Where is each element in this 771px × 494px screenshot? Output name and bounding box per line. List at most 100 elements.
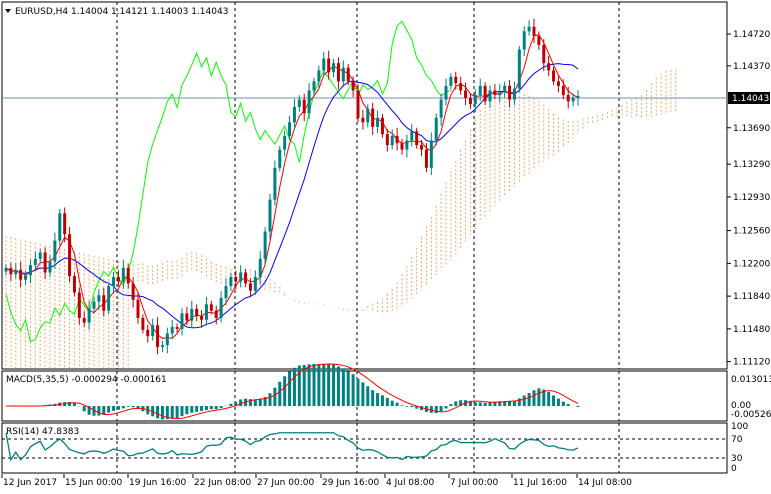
candle-body: [483, 85, 487, 102]
candle-body: [229, 277, 233, 287]
candle-body: [351, 81, 355, 91]
candle-body: [380, 117, 384, 135]
candle-body: [297, 99, 301, 107]
candle-body: [361, 117, 365, 123]
candle-body: [415, 131, 419, 146]
time-tick-label: 27 Jun 00:00: [257, 478, 314, 488]
symbol-title: EURUSD,H4 1.14004 1.14121 1.14003 1.1404…: [15, 7, 228, 17]
candle-body: [346, 67, 350, 82]
dropdown-triangle-icon[interactable]: [5, 9, 11, 13]
candle-body: [278, 149, 282, 168]
price-tick-label: 1.12930: [733, 193, 770, 203]
candle-body: [292, 106, 296, 123]
current-price-box: 1.14043: [728, 92, 770, 104]
candle-body: [429, 140, 433, 168]
candle-body: [532, 26, 536, 36]
candle-body: [454, 76, 458, 84]
candle-body: [522, 31, 526, 50]
candle-body: [244, 272, 248, 284]
candle-body: [14, 269, 18, 275]
candle-body: [219, 297, 223, 318]
candle-body: [542, 44, 546, 64]
candle-body: [102, 295, 106, 311]
candle-body: [126, 267, 130, 284]
macd-tick-min: -0.005265: [731, 410, 771, 420]
candle-body: [195, 308, 199, 317]
candle-body: [258, 258, 262, 277]
candle-body: [141, 317, 145, 330]
candle-body: [43, 252, 47, 273]
rsi-tick-0: 0: [731, 464, 737, 474]
tenkan-sen-line: [5, 34, 579, 339]
candle-body: [48, 261, 52, 273]
time-tick-label: 22 Jun 08:00: [194, 478, 251, 488]
time-tick-label: 4 Jul 08:00: [386, 478, 435, 488]
rsi-tick-100: 100: [731, 422, 748, 432]
candle-body: [77, 292, 81, 318]
candle-body: [332, 63, 336, 73]
candle-body: [464, 90, 468, 98]
candle-body: [327, 58, 331, 73]
candle-body: [33, 258, 37, 266]
candle-body: [503, 85, 507, 93]
candle-body: [527, 26, 531, 32]
candle-body: [112, 277, 116, 287]
time-tick-label: 29 Jun 16:00: [322, 478, 379, 488]
candle-body: [508, 85, 512, 100]
candle-body: [160, 345, 164, 348]
candle-body: [68, 234, 72, 277]
candle-body: [131, 283, 135, 300]
candle-body: [63, 213, 67, 235]
candle-body: [165, 333, 169, 346]
candle-body: [273, 167, 277, 200]
candle-body: [156, 325, 160, 348]
candle-body: [107, 286, 111, 311]
time-tick-label: 11 Jul 16:00: [513, 478, 567, 488]
candle-body: [420, 145, 424, 150]
candle-body: [87, 308, 91, 323]
candle-body: [209, 304, 213, 311]
rsi-line: [5, 432, 579, 462]
candle-body: [366, 108, 370, 123]
candle-body: [239, 272, 243, 282]
candle-body: [424, 149, 428, 168]
candle-body: [38, 252, 42, 259]
price-tick-label: 1.12560: [733, 227, 770, 237]
candle-body: [224, 286, 228, 298]
candle-body: [185, 313, 189, 321]
candle-body: [395, 135, 399, 144]
candle-body: [253, 277, 257, 291]
candle-body: [336, 63, 340, 82]
candle-body: [302, 99, 306, 114]
candle-body: [58, 213, 62, 241]
candle-body: [82, 317, 86, 323]
candle-body: [204, 304, 208, 320]
rsi-tick-70: 70: [731, 435, 743, 445]
candle-body: [151, 325, 155, 337]
price-tick-label: 1.14370: [733, 62, 770, 72]
macd-tick-max: 0.013013: [731, 375, 771, 385]
candle-body: [4, 267, 8, 272]
candle-body: [405, 140, 409, 150]
candle-body: [146, 329, 150, 337]
candle-body: [322, 58, 326, 71]
candle-body: [390, 135, 394, 146]
candle-body: [473, 95, 477, 105]
candle-body: [449, 76, 453, 86]
rsi-tick-30: 30: [731, 454, 743, 464]
candle-body: [53, 240, 57, 262]
current-price-label: 1.14043: [732, 94, 769, 104]
candle-body: [180, 313, 184, 329]
candle-body: [214, 310, 218, 318]
candle-body: [561, 85, 565, 95]
price-tick-label: 1.11480: [733, 325, 770, 335]
rsi-axis: 100 70 30 0: [731, 422, 748, 474]
candle-body: [72, 276, 76, 293]
rsi-gridlines: [116, 423, 620, 473]
main-pane: EURUSD,H4 1.14004 1.14121 1.14003 1.1404…: [1, 1, 728, 370]
candlestick-series: [4, 18, 580, 355]
candle-body: [537, 35, 541, 45]
price-tick-label: 1.11840: [733, 292, 770, 302]
candle-body: [288, 122, 292, 136]
